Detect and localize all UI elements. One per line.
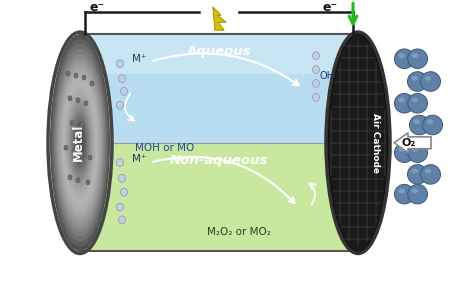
Ellipse shape	[69, 102, 91, 183]
Text: M⁺: M⁺	[132, 154, 146, 164]
Ellipse shape	[61, 73, 99, 213]
Ellipse shape	[66, 71, 70, 76]
Ellipse shape	[70, 107, 90, 178]
Bar	[80, 34, 358, 143]
Text: Aqueous: Aqueous	[187, 45, 251, 58]
Ellipse shape	[423, 115, 443, 135]
Ellipse shape	[70, 121, 74, 126]
Ellipse shape	[117, 60, 124, 68]
Ellipse shape	[410, 115, 429, 135]
Ellipse shape	[312, 79, 319, 87]
Ellipse shape	[50, 34, 110, 251]
Ellipse shape	[64, 83, 97, 203]
Ellipse shape	[72, 148, 76, 153]
Ellipse shape	[413, 119, 420, 124]
Ellipse shape	[57, 58, 103, 227]
Text: M⁺: M⁺	[132, 54, 146, 64]
Ellipse shape	[411, 76, 418, 81]
Text: OH⁻: OH⁻	[320, 71, 340, 81]
Ellipse shape	[398, 53, 405, 58]
Ellipse shape	[80, 123, 84, 127]
Text: Non-aqueous: Non-aqueous	[170, 154, 268, 167]
Ellipse shape	[72, 112, 89, 174]
Ellipse shape	[394, 184, 414, 204]
Ellipse shape	[312, 66, 319, 74]
Ellipse shape	[55, 53, 105, 232]
Text: MOH or MO: MOH or MO	[135, 143, 194, 153]
Ellipse shape	[68, 175, 72, 180]
Ellipse shape	[398, 188, 405, 193]
Ellipse shape	[394, 93, 414, 113]
Ellipse shape	[66, 92, 94, 193]
Ellipse shape	[120, 87, 128, 95]
Ellipse shape	[76, 178, 80, 183]
Text: M₂O₂ or MO₂: M₂O₂ or MO₂	[207, 227, 271, 237]
Ellipse shape	[425, 76, 431, 81]
Ellipse shape	[118, 74, 126, 82]
Ellipse shape	[117, 101, 124, 109]
Ellipse shape	[408, 165, 427, 184]
Ellipse shape	[82, 75, 86, 80]
Ellipse shape	[59, 68, 100, 218]
Polygon shape	[213, 7, 226, 30]
Ellipse shape	[421, 165, 440, 184]
Ellipse shape	[74, 121, 86, 164]
Ellipse shape	[398, 98, 405, 102]
Ellipse shape	[64, 145, 68, 150]
Text: e⁻: e⁻	[323, 1, 338, 14]
Ellipse shape	[408, 184, 428, 204]
Ellipse shape	[117, 203, 124, 211]
Ellipse shape	[86, 180, 90, 185]
Ellipse shape	[408, 49, 428, 69]
Ellipse shape	[118, 174, 126, 182]
Bar	[80, 143, 358, 251]
Ellipse shape	[312, 52, 319, 60]
Ellipse shape	[75, 126, 84, 159]
Ellipse shape	[408, 72, 427, 91]
Ellipse shape	[411, 188, 418, 193]
Ellipse shape	[411, 98, 418, 102]
Ellipse shape	[427, 119, 433, 124]
Ellipse shape	[411, 147, 418, 152]
Ellipse shape	[394, 143, 414, 162]
Ellipse shape	[80, 152, 84, 157]
FancyArrow shape	[394, 133, 431, 153]
Ellipse shape	[54, 49, 106, 237]
Ellipse shape	[67, 97, 92, 188]
Ellipse shape	[73, 117, 87, 169]
Ellipse shape	[120, 188, 128, 196]
Ellipse shape	[312, 93, 319, 101]
Ellipse shape	[62, 78, 98, 208]
Ellipse shape	[58, 63, 102, 222]
Ellipse shape	[408, 143, 428, 162]
Text: e⁻: e⁻	[90, 1, 105, 14]
Ellipse shape	[90, 81, 94, 86]
Ellipse shape	[117, 159, 124, 166]
Ellipse shape	[408, 93, 428, 113]
Ellipse shape	[411, 169, 418, 173]
Text: Metal: Metal	[72, 124, 84, 161]
Ellipse shape	[76, 98, 80, 103]
Bar	[80, 34, 358, 74]
Ellipse shape	[118, 216, 126, 224]
Ellipse shape	[328, 34, 388, 251]
Ellipse shape	[51, 39, 109, 247]
Text: Air Cathode: Air Cathode	[372, 113, 381, 173]
Ellipse shape	[425, 169, 431, 173]
Ellipse shape	[65, 88, 95, 198]
Ellipse shape	[411, 53, 418, 58]
Ellipse shape	[88, 155, 92, 160]
Ellipse shape	[74, 73, 78, 78]
Ellipse shape	[421, 72, 440, 91]
Ellipse shape	[398, 147, 405, 152]
Text: O₂: O₂	[401, 138, 416, 148]
Ellipse shape	[84, 101, 88, 106]
Ellipse shape	[68, 96, 72, 101]
Ellipse shape	[53, 44, 107, 242]
Ellipse shape	[394, 49, 414, 69]
